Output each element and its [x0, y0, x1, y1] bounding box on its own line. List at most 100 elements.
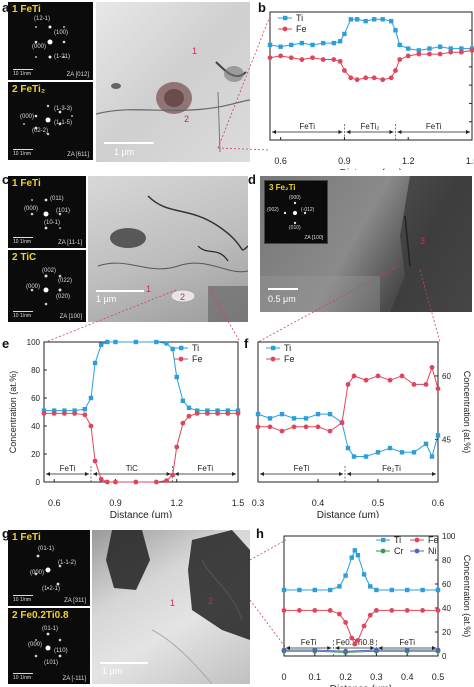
data-point-fe — [331, 57, 337, 62]
data-point-ti — [133, 339, 139, 345]
data-point-fe — [388, 75, 394, 81]
phase-arrowhead — [432, 472, 436, 476]
data-point-fe — [281, 608, 287, 613]
x-tick-label: 0.4 — [401, 672, 414, 682]
data-point-fe — [389, 608, 395, 613]
data-point-ti — [361, 572, 367, 577]
legend-marker — [414, 548, 420, 554]
legend-label: Ni — [428, 546, 437, 556]
data-point-ti — [303, 416, 309, 421]
tem-marker: 1 — [170, 598, 176, 608]
data-point-ti — [343, 573, 348, 578]
data-point-ti — [205, 408, 210, 413]
phase-label: FeTi — [299, 122, 315, 131]
phase-arrowhead — [166, 472, 171, 476]
x-tick-label: 0 — [281, 672, 286, 682]
data-point-ti — [62, 408, 67, 413]
legend-label: Ti — [192, 343, 199, 353]
series-line-fe — [44, 412, 238, 483]
x-tick-label: 0.6 — [432, 498, 445, 508]
phase-arrowhead — [347, 472, 351, 476]
saed-index: (000) — [20, 114, 35, 120]
data-point-ti — [387, 445, 393, 451]
data-point-fe — [393, 68, 398, 73]
x-tick-label: 0.3 — [252, 498, 265, 508]
data-point-fe — [104, 479, 110, 485]
data-point-ti — [154, 339, 159, 345]
data-point-fe — [51, 411, 57, 416]
data-point-ti — [355, 553, 361, 558]
legend-label: Ti — [284, 343, 291, 353]
legend-marker — [271, 345, 276, 351]
data-point-ti — [327, 411, 333, 417]
data-point-fe — [458, 49, 464, 55]
y-tick-label: 60 — [31, 394, 40, 403]
legend-marker — [178, 356, 184, 362]
data-point-fe — [437, 51, 443, 57]
data-point-ti — [225, 408, 230, 413]
phase-label: FeTi — [60, 464, 76, 473]
y-tick-label: 100 — [442, 532, 456, 541]
x-axis-label: Distance (μm) — [340, 168, 402, 170]
data-point-fe — [153, 479, 159, 485]
data-point-ti — [389, 18, 394, 24]
data-point-fe — [133, 479, 139, 485]
panel-letter-c: c — [2, 172, 10, 187]
data-point-ni — [343, 648, 348, 654]
tem-image-d: 3 Fe₂Ti (000) (002) (-012) (010) ZA [100… — [260, 176, 472, 312]
data-point-fe — [435, 608, 441, 613]
data-point-ti — [312, 587, 317, 593]
data-point-ti — [397, 42, 402, 48]
data-point-ti — [351, 454, 357, 459]
data-point-fe — [312, 608, 318, 613]
tem-marker: 2 — [180, 292, 186, 302]
saed-zone-axis: ZA [100] — [59, 314, 82, 320]
phase-label: FeTi — [294, 464, 310, 473]
y-tick-label: 20 — [442, 628, 451, 637]
panel-letter-b: b — [258, 0, 266, 15]
data-point-fe — [92, 458, 98, 464]
phase-arrowhead — [232, 472, 236, 476]
saed-scale: 10 1/nm — [13, 71, 32, 77]
saed-pattern-a1: 1 FeTi (12-1) (100) (000) (1-21) 10 1/nm… — [8, 2, 93, 80]
data-point-ni — [312, 647, 318, 653]
data-point-ti — [459, 46, 464, 51]
data-point-ti — [371, 17, 377, 22]
data-point-fe — [342, 68, 347, 73]
data-point-fe — [180, 420, 186, 426]
data-point-fe — [303, 424, 309, 430]
saed-index: (12-1) — [34, 16, 51, 22]
tem-marker: 1 — [192, 46, 198, 56]
data-point-fe — [267, 55, 273, 61]
saed-index: (101) — [44, 660, 59, 666]
tem-marker: 2 — [184, 114, 190, 124]
tem-image-g: 1 2 1 μm — [92, 530, 250, 684]
data-point-ti — [281, 587, 287, 593]
data-point-fe — [278, 53, 284, 59]
data-point-fe — [371, 75, 377, 81]
data-point-fe — [367, 612, 373, 618]
y-tick-label: 40 — [31, 422, 40, 431]
x-tick-label: 1.5 — [466, 156, 474, 166]
legend-marker — [179, 345, 184, 351]
data-point-ti — [279, 411, 285, 417]
legend-marker — [282, 26, 288, 32]
saed-index: (022) — [58, 278, 73, 284]
x-axis-label: Distance (μm) — [317, 510, 379, 518]
phase-arrowhead — [46, 472, 50, 476]
legend-label: Fe — [192, 354, 203, 364]
data-point-ti — [420, 587, 425, 593]
panel-letter-e: e — [2, 336, 10, 351]
saed-index: (000) — [26, 284, 41, 290]
y-tick-label: 100 — [27, 338, 41, 347]
data-point-ti — [174, 374, 179, 380]
legend-marker — [380, 548, 386, 554]
data-point-fe — [186, 413, 192, 419]
data-point-fe — [291, 424, 297, 430]
tem-marker: 3 — [420, 236, 426, 246]
x-tick-label: 0.6 — [48, 498, 61, 508]
data-point-ti — [164, 341, 169, 346]
phase-arrowhead — [378, 646, 383, 650]
tem-scale: 1 μm — [102, 666, 123, 676]
data-point-ti — [435, 587, 441, 593]
